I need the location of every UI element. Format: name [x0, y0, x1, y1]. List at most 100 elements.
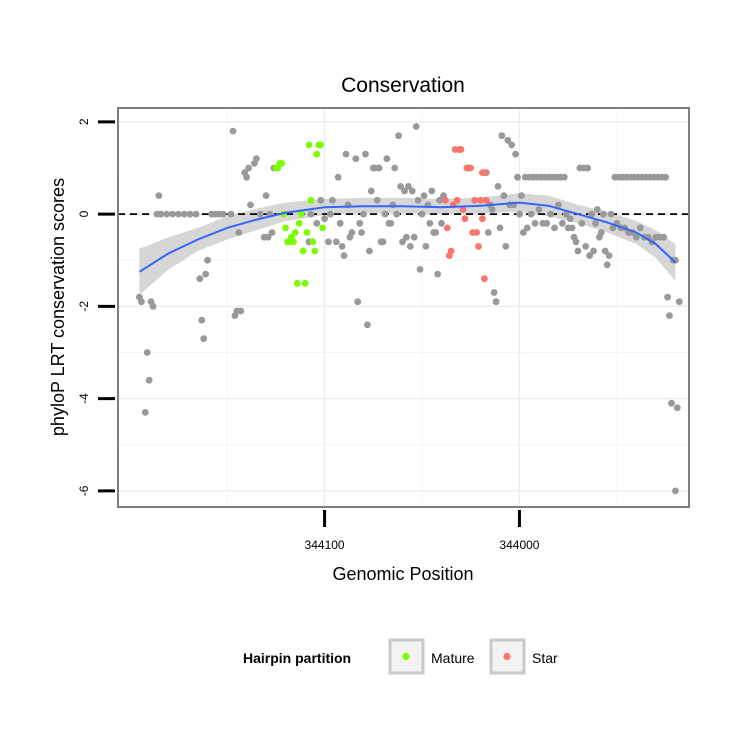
smooth-confidence-ribbon [139, 193, 676, 295]
point-star [473, 229, 480, 236]
plot-panel [117, 107, 690, 508]
point-mature [299, 247, 307, 255]
point-star [482, 196, 490, 204]
point-other [381, 210, 389, 218]
point-other [586, 252, 593, 259]
y-axis-title: phyloP LRT conservation scores [48, 178, 68, 436]
point-other [504, 136, 512, 144]
point-other [227, 210, 235, 218]
point-other [426, 219, 434, 227]
point-other [428, 187, 436, 195]
point-other [405, 183, 412, 190]
point-other [138, 298, 145, 306]
legend: Hairpin partition Mature Star [243, 638, 558, 675]
point-other [175, 210, 182, 218]
x-axis-ticks: 344100 344000 [305, 510, 540, 552]
point-other [395, 132, 402, 140]
point-other [348, 229, 356, 236]
point-other [520, 229, 527, 236]
chart-title: Conservation [341, 74, 465, 97]
point-other [543, 219, 551, 227]
plot-background [118, 108, 689, 507]
point-other [518, 192, 525, 200]
legend-label-mature: Mature [431, 650, 475, 666]
point-star [481, 275, 488, 283]
point-other [268, 229, 276, 236]
point-mature [293, 279, 301, 287]
point-mature [317, 141, 325, 149]
point-other [397, 183, 404, 190]
point-other [406, 243, 414, 250]
point-other [494, 183, 502, 190]
point-star [467, 164, 475, 172]
legend-item-star: Star [489, 638, 558, 675]
point-other [582, 243, 590, 250]
point-other [143, 349, 151, 356]
point-other [560, 173, 568, 181]
x-tick-label: 344000 [499, 538, 539, 552]
point-other [574, 247, 582, 255]
point-other [373, 196, 381, 204]
point-other [422, 243, 430, 250]
point-other [609, 224, 617, 232]
point-mature [295, 219, 303, 227]
point-other [329, 196, 336, 204]
point-mature [305, 141, 313, 149]
x-tick-label: 344100 [305, 538, 345, 552]
point-other [141, 409, 149, 416]
point-other [332, 238, 340, 246]
point-mature [290, 238, 297, 246]
point-mature [282, 224, 289, 232]
point-mature [297, 210, 305, 218]
point-mature [309, 238, 317, 246]
legend-title: Hairpin partition [243, 650, 351, 666]
point-other [219, 210, 227, 218]
point-other [198, 316, 206, 324]
point-other [675, 298, 683, 306]
point-other [514, 173, 521, 181]
point-other [155, 192, 163, 200]
point-other [387, 219, 395, 227]
point-other [192, 210, 200, 218]
point-other [336, 219, 344, 227]
point-other [668, 399, 675, 407]
point-mature [278, 160, 286, 167]
x-axis: 344100 344000 Genomic Position [305, 510, 540, 584]
point-other [588, 210, 595, 218]
legend-label-star: Star [532, 650, 558, 666]
point-other [438, 219, 445, 227]
point-other [204, 256, 212, 264]
point-other [660, 233, 668, 241]
point-other [364, 321, 371, 329]
point-other [313, 219, 321, 227]
point-other [401, 187, 408, 195]
point-star [481, 169, 488, 177]
point-other [605, 252, 613, 259]
point-other [338, 243, 346, 250]
point-other [149, 302, 157, 310]
point-other [416, 266, 424, 273]
point-other [432, 229, 440, 236]
point-star [442, 196, 449, 204]
point-star [475, 243, 482, 250]
legend-key-box [489, 638, 526, 675]
smooth-trend-line [138, 201, 677, 273]
point-other [523, 224, 531, 232]
point-other [196, 275, 204, 283]
point-other [597, 229, 605, 236]
point-other [352, 155, 360, 163]
point-other [354, 298, 362, 306]
point-other [243, 173, 251, 181]
y-axis: 2 0 -2 -4 -6 phyloP LRT conservation scores [48, 118, 115, 496]
point-star [461, 215, 469, 223]
point-star [457, 146, 465, 153]
point-mature [319, 224, 326, 232]
point-other [325, 238, 332, 246]
point-other [673, 404, 681, 412]
point-other [666, 312, 673, 319]
point-other [414, 196, 422, 204]
point-other [237, 307, 245, 315]
point-other [572, 238, 580, 246]
point-star [453, 196, 461, 204]
